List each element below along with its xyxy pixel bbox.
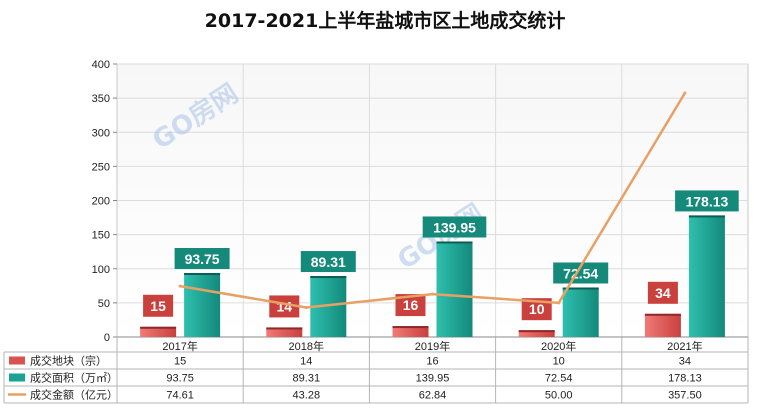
bar-plots: [266, 327, 303, 337]
chart-title: 2017-2021上半年盐城市区土地成交统计: [205, 9, 566, 32]
bar-plots: [518, 330, 555, 337]
y-tick-label: 200: [92, 196, 110, 208]
table-cell: 139.95: [416, 373, 450, 385]
bar-plots-top: [392, 326, 429, 329]
bar-area-top: [562, 287, 599, 290]
table-cell: 10: [553, 356, 565, 368]
legend-label: 成交地块（宗）: [30, 354, 107, 368]
bar-area: [688, 215, 725, 337]
data-label-bg-area: [553, 262, 609, 284]
data-label-bg-area: [675, 190, 739, 212]
bar-plots: [140, 326, 177, 337]
bar-plots-top: [644, 313, 681, 316]
bar-area: [436, 241, 473, 337]
data-label-area: 89.31: [311, 254, 346, 270]
bar-plots: [644, 313, 681, 337]
x-category-label: 2018年: [289, 339, 324, 353]
data-label-plots: 10: [529, 301, 545, 317]
line-amount-point: [304, 305, 308, 309]
bar-area: [184, 273, 221, 337]
x-category-label: 2021年: [667, 339, 702, 353]
data-label-bg-plots: [395, 294, 426, 317]
table-cell: 178.13: [668, 373, 702, 385]
table-cell: 50.00: [545, 390, 573, 402]
data-label-bg-plots: [143, 294, 174, 317]
line-amount-point: [557, 301, 561, 305]
data-label-area: 178.13: [685, 193, 728, 209]
x-category-label: 2020年: [541, 339, 576, 353]
legend-label: 成交面积（万㎡）: [30, 371, 118, 385]
table-cell: 74.61: [166, 390, 194, 402]
bar-area-top: [688, 215, 725, 218]
data-label-bg-plots: [269, 295, 300, 318]
table-cell: 16: [426, 356, 438, 368]
data-label-bg-area: [174, 248, 230, 270]
bar-plots-top: [518, 330, 555, 333]
bar-plots-top: [140, 326, 177, 329]
y-tick-label: 350: [92, 93, 110, 105]
bar-area-top: [436, 241, 473, 244]
y-tick-label: 400: [92, 59, 110, 71]
table-cell: 72.54: [545, 373, 573, 385]
data-label-area: 139.95: [433, 219, 476, 235]
data-label-bg-area: [300, 251, 356, 273]
bar-area-top: [184, 273, 221, 276]
legend-label: 成交金额（亿元）: [30, 388, 118, 402]
table-cell: 14: [300, 356, 312, 368]
line-amount-point: [431, 292, 434, 296]
y-tick-label: 50: [98, 298, 110, 310]
data-label-plots: 15: [150, 298, 166, 314]
legend-key-plots: [9, 356, 25, 365]
data-label-bg-plots: [647, 281, 678, 304]
table-cell: 15: [174, 356, 186, 368]
legend-key-area: [9, 373, 25, 382]
data-label-area: 72.54: [563, 265, 598, 281]
data-label-plots: 14: [277, 298, 293, 314]
data-label-plots: 34: [655, 285, 671, 301]
y-tick-label: 250: [92, 161, 110, 173]
table-cell: 89.31: [293, 373, 321, 385]
bar-plots: [392, 326, 429, 337]
data-label-plots: 16: [403, 297, 419, 313]
table-cell: 93.75: [166, 373, 194, 385]
bar-plots-top: [266, 327, 303, 330]
table-cell: 43.28: [293, 390, 321, 402]
y-tick-label: 300: [92, 127, 110, 139]
bar-area: [562, 287, 599, 337]
y-tick-label: 0: [104, 332, 110, 344]
data-label-area: 93.75: [185, 251, 220, 267]
data-label-bg-plots: [521, 298, 552, 321]
table-cell: 357.50: [668, 390, 702, 402]
x-category-label: 2019年: [415, 339, 450, 353]
table-cell: 62.84: [419, 390, 447, 402]
y-tick-label: 150: [92, 230, 110, 242]
y-tick-label: 100: [92, 264, 110, 276]
line-amount-point: [178, 284, 182, 288]
table-cell: 34: [679, 356, 691, 368]
x-category-label: 2017年: [162, 339, 197, 353]
bar-area-top: [310, 276, 347, 279]
data-label-bg-area: [422, 216, 487, 238]
line-amount-point: [683, 91, 687, 95]
